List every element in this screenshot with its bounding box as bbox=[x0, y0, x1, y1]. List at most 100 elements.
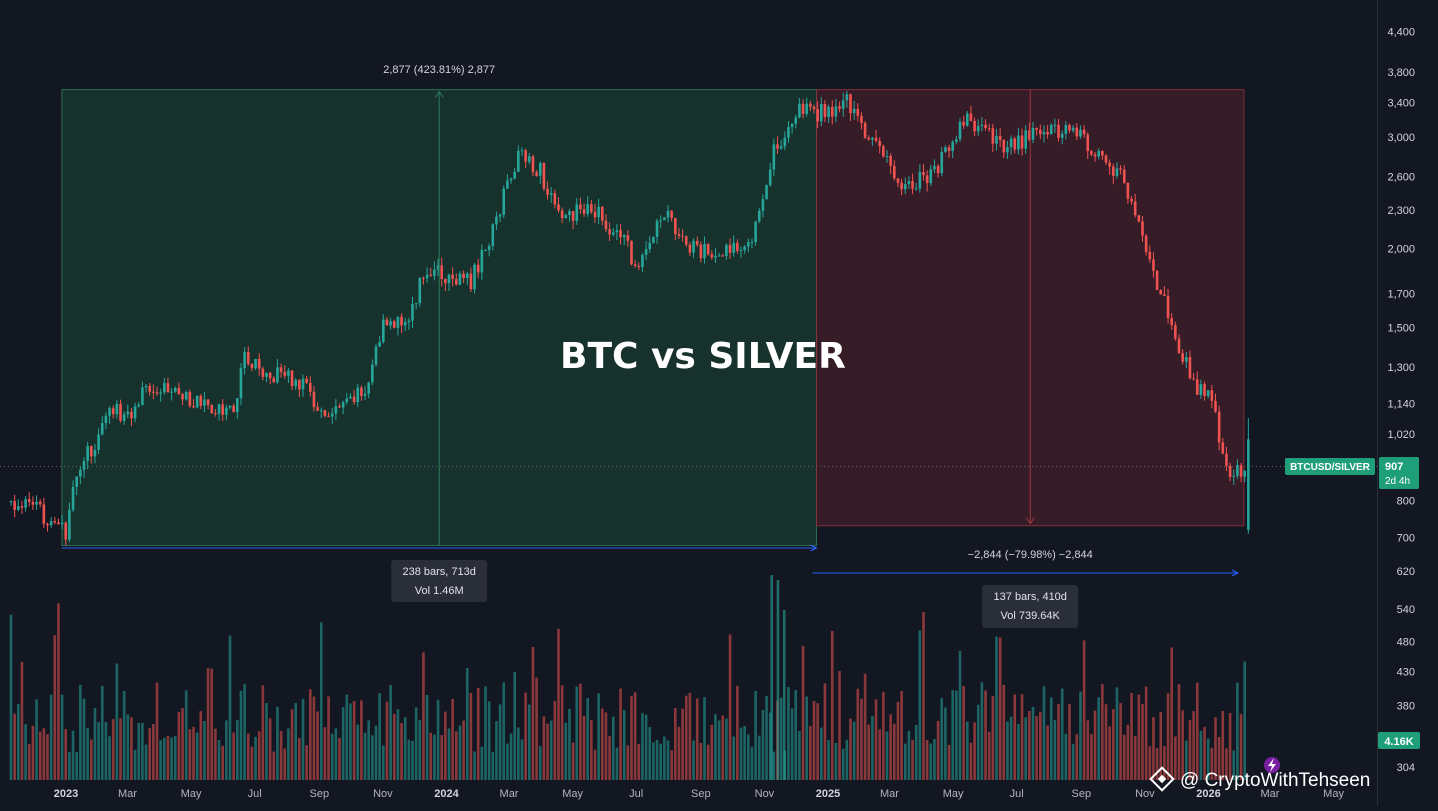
volume-bar bbox=[334, 728, 338, 780]
symbol-badge bbox=[1285, 458, 1375, 475]
candle-body bbox=[455, 278, 458, 285]
candle-body bbox=[947, 147, 951, 151]
loss-arrowhead bbox=[1025, 517, 1035, 525]
volume-bar bbox=[1221, 710, 1225, 780]
lightning-icon[interactable] bbox=[1264, 757, 1280, 773]
candle-body bbox=[254, 358, 257, 369]
volume-bar bbox=[849, 718, 852, 780]
volume-bar bbox=[611, 716, 615, 780]
candle-body bbox=[955, 139, 958, 142]
volume-bar bbox=[484, 686, 487, 780]
candle-body bbox=[447, 274, 451, 284]
candle-body bbox=[170, 391, 173, 393]
volume-bar bbox=[1210, 747, 1214, 780]
chart-title: BTC vs SILVER bbox=[560, 336, 846, 377]
volume-bar bbox=[1064, 733, 1068, 780]
gain-tooltip-vol: Vol 1.46M bbox=[415, 585, 464, 597]
volume-bar bbox=[79, 684, 82, 780]
volume-bar bbox=[257, 731, 261, 780]
candle-body bbox=[57, 522, 60, 525]
candle-body bbox=[108, 408, 111, 416]
candle-body bbox=[1166, 295, 1170, 319]
volume-bar bbox=[907, 730, 911, 780]
volume-bar bbox=[133, 749, 137, 780]
candle-body bbox=[1126, 182, 1130, 199]
volume-bar bbox=[925, 740, 929, 780]
volume-bar bbox=[108, 736, 111, 780]
volume-bar bbox=[1122, 734, 1126, 780]
candle-body bbox=[1195, 379, 1199, 395]
volume-bar bbox=[1177, 684, 1181, 780]
candle-body bbox=[962, 121, 965, 126]
candle-body bbox=[933, 165, 936, 170]
candle-body bbox=[1115, 168, 1119, 176]
candle-body bbox=[1152, 259, 1155, 271]
volume-bar bbox=[429, 732, 433, 780]
candle-body bbox=[502, 188, 506, 215]
candle-body bbox=[1181, 353, 1184, 362]
candle-body bbox=[739, 250, 743, 252]
volume-bar bbox=[1195, 682, 1199, 780]
volume-bar bbox=[560, 685, 564, 780]
volume-bar bbox=[1108, 726, 1111, 780]
volume-bar bbox=[827, 740, 830, 780]
volume-bar bbox=[111, 719, 115, 780]
candle-body bbox=[863, 122, 867, 138]
volume-bar bbox=[984, 690, 987, 780]
volume-bar bbox=[1228, 713, 1232, 780]
volume-bar bbox=[1239, 714, 1243, 780]
candle-body bbox=[35, 501, 38, 505]
volume-bar bbox=[374, 725, 378, 780]
candle-body bbox=[717, 255, 721, 257]
candle-body bbox=[294, 380, 297, 387]
candle-body bbox=[750, 241, 754, 243]
time-tick-label: May bbox=[1323, 788, 1344, 800]
volume-bar bbox=[622, 709, 626, 780]
candle-body bbox=[1013, 138, 1017, 150]
candle-body bbox=[929, 169, 933, 184]
loss-tooltip-box bbox=[982, 585, 1079, 628]
volume-bar bbox=[517, 727, 520, 780]
volume-bar bbox=[1188, 720, 1192, 780]
volume-bar bbox=[491, 751, 495, 780]
candle-body bbox=[159, 392, 162, 394]
volume-bar bbox=[1225, 748, 1228, 780]
volume-bar bbox=[312, 696, 316, 780]
time-axis[interactable]: 2023 Mar May Jul Sep Nov 2024 Mar May Jul Sep Nov 20… bbox=[54, 788, 1345, 800]
candle-body bbox=[1071, 127, 1075, 131]
candle-body bbox=[575, 204, 579, 221]
volume-bar bbox=[962, 686, 965, 780]
candle-body bbox=[31, 501, 35, 505]
price-axis[interactable]: 3043403804304805406207008001,0201,1401,3… bbox=[1285, 27, 1420, 775]
candle-body bbox=[60, 522, 64, 525]
volume-bar bbox=[1104, 704, 1108, 780]
volume-bar bbox=[1053, 719, 1057, 780]
time-tick-label: Nov bbox=[755, 788, 775, 800]
candle-body bbox=[1217, 411, 1221, 443]
candle-body bbox=[378, 342, 381, 347]
candle-body bbox=[232, 405, 235, 412]
candle-body bbox=[535, 172, 538, 176]
candle-body bbox=[192, 405, 195, 408]
candle-body bbox=[893, 165, 896, 179]
candle-body bbox=[604, 220, 608, 230]
candle-body bbox=[666, 210, 670, 218]
price-tick-label: 2,300 bbox=[1387, 205, 1415, 217]
candle-body bbox=[349, 396, 352, 399]
volume-bar bbox=[465, 668, 469, 780]
volume-bar bbox=[586, 697, 589, 780]
volume-bar bbox=[754, 690, 757, 780]
candle-body bbox=[228, 405, 232, 408]
candle-body bbox=[1006, 147, 1009, 153]
volume-bar bbox=[1006, 721, 1009, 780]
time-tick-label: 2024 bbox=[434, 788, 459, 800]
candle-body bbox=[425, 274, 429, 279]
time-tick-label: Mar bbox=[880, 788, 899, 800]
volume-bar bbox=[695, 698, 699, 780]
candle-body bbox=[312, 391, 316, 408]
time-tick-label: Mar bbox=[1261, 788, 1280, 800]
candle-body bbox=[104, 415, 108, 424]
candle-body bbox=[330, 413, 334, 417]
volume-bar bbox=[1181, 710, 1184, 780]
